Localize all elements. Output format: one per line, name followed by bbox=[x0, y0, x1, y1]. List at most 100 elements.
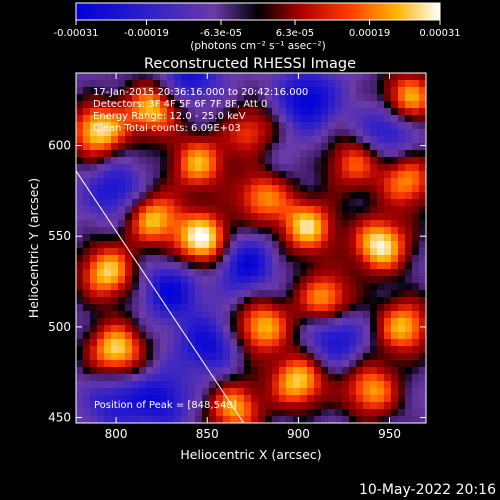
heatmap-cell bbox=[286, 73, 294, 81]
heatmap-cell bbox=[307, 164, 315, 172]
heatmap-cell bbox=[321, 115, 329, 123]
heatmap-cell bbox=[398, 248, 406, 256]
heatmap-cell bbox=[300, 143, 308, 151]
heatmap-cell bbox=[209, 234, 217, 242]
heatmap-cell bbox=[335, 269, 343, 277]
heatmap-cell bbox=[363, 262, 371, 270]
heatmap-cell bbox=[125, 409, 133, 417]
heatmap-cell bbox=[300, 80, 308, 88]
heatmap-cell bbox=[83, 150, 91, 158]
heatmap-cell bbox=[328, 276, 336, 284]
heatmap-cell bbox=[188, 227, 196, 235]
heatmap-cell bbox=[300, 339, 308, 347]
heatmap-cell bbox=[419, 101, 426, 109]
heatmap-cell bbox=[279, 290, 287, 298]
heatmap-cell bbox=[398, 94, 406, 102]
heatmap-cell bbox=[104, 199, 112, 207]
heatmap-cell bbox=[97, 381, 105, 389]
heatmap-cell bbox=[258, 248, 266, 256]
heatmap-cell bbox=[125, 150, 133, 158]
heatmap-cell bbox=[83, 283, 91, 291]
heatmap-cell bbox=[384, 332, 392, 340]
heatmap-cell bbox=[216, 290, 224, 298]
heatmap-cell bbox=[279, 269, 287, 277]
heatmap-cell bbox=[419, 157, 426, 165]
heatmap-cell bbox=[265, 276, 273, 284]
heatmap-cell bbox=[118, 332, 126, 340]
heatmap-cell bbox=[398, 353, 406, 361]
heatmap-cell bbox=[321, 346, 329, 354]
heatmap-cell bbox=[251, 234, 259, 242]
heatmap-cell bbox=[125, 269, 133, 277]
heatmap-cell bbox=[412, 311, 420, 319]
heatmap-cell bbox=[174, 360, 182, 368]
heatmap-cell bbox=[328, 80, 336, 88]
heatmap-cell bbox=[76, 255, 84, 263]
heatmap-cell bbox=[195, 262, 203, 270]
heatmap-cell bbox=[300, 220, 308, 228]
heatmap-cell bbox=[202, 269, 210, 277]
heatmap-cell bbox=[370, 185, 378, 193]
heatmap-cell bbox=[83, 255, 91, 263]
heatmap-cell bbox=[335, 206, 343, 214]
heatmap-cell bbox=[237, 234, 245, 242]
heatmap-cell bbox=[111, 241, 119, 249]
heatmap-cell bbox=[279, 297, 287, 305]
heatmap-cell bbox=[237, 171, 245, 179]
heatmap-cell bbox=[104, 171, 112, 179]
heatmap-cell bbox=[132, 381, 140, 389]
heatmap-cell bbox=[342, 388, 350, 396]
heatmap-cell bbox=[258, 353, 266, 361]
heatmap-cell bbox=[377, 325, 385, 333]
heatmap-cell bbox=[111, 304, 119, 312]
heatmap-cell bbox=[391, 129, 399, 137]
heatmap-cell bbox=[279, 108, 287, 116]
heatmap-cell bbox=[104, 136, 112, 144]
heatmap-cell bbox=[419, 248, 426, 256]
heatmap-cell bbox=[83, 157, 91, 165]
heatmap-cell bbox=[125, 290, 133, 298]
heatmap-cell bbox=[216, 388, 224, 396]
heatmap-cell bbox=[272, 80, 280, 88]
heatmap-cell bbox=[195, 367, 203, 375]
heatmap-cell bbox=[181, 402, 189, 410]
heatmap-cell bbox=[181, 234, 189, 242]
heatmap-cell bbox=[167, 255, 175, 263]
heatmap-cell bbox=[328, 164, 336, 172]
heatmap-cell bbox=[398, 136, 406, 144]
heatmap-cell bbox=[419, 332, 426, 340]
heatmap-cell bbox=[384, 199, 392, 207]
heatmap-cell bbox=[237, 409, 245, 417]
heatmap-cell bbox=[265, 290, 273, 298]
heatmap-cell bbox=[202, 332, 210, 340]
heatmap-cell bbox=[174, 178, 182, 186]
heatmap-cell bbox=[419, 360, 426, 368]
heatmap-cell bbox=[104, 339, 112, 347]
heatmap-cell bbox=[146, 262, 154, 270]
heatmap-cell bbox=[216, 206, 224, 214]
heatmap-cell bbox=[181, 80, 189, 88]
heatmap-cell bbox=[335, 164, 343, 172]
heatmap-cell bbox=[209, 192, 217, 200]
heatmap-cell bbox=[209, 311, 217, 319]
heatmap-cell bbox=[139, 269, 147, 277]
heatmap-cell bbox=[412, 87, 420, 95]
heatmap-cell bbox=[307, 94, 315, 102]
heatmap-cell bbox=[258, 220, 266, 228]
heatmap-cell bbox=[349, 360, 357, 368]
heatmap-cell bbox=[216, 150, 224, 158]
heatmap-cell bbox=[209, 269, 217, 277]
heatmap-cell bbox=[272, 220, 280, 228]
heatmap-cell bbox=[167, 269, 175, 277]
heatmap-cell bbox=[307, 297, 315, 305]
heatmap-cell bbox=[76, 360, 84, 368]
heatmap-cell bbox=[132, 402, 140, 410]
heatmap-cell bbox=[328, 283, 336, 291]
heatmap-cell bbox=[293, 73, 301, 81]
heatmap-cell bbox=[181, 241, 189, 249]
heatmap-cell bbox=[356, 129, 364, 137]
heatmap-cell bbox=[153, 192, 161, 200]
heatmap-cell bbox=[342, 213, 350, 221]
heatmap-cell bbox=[356, 311, 364, 319]
heatmap-cell bbox=[139, 73, 147, 81]
